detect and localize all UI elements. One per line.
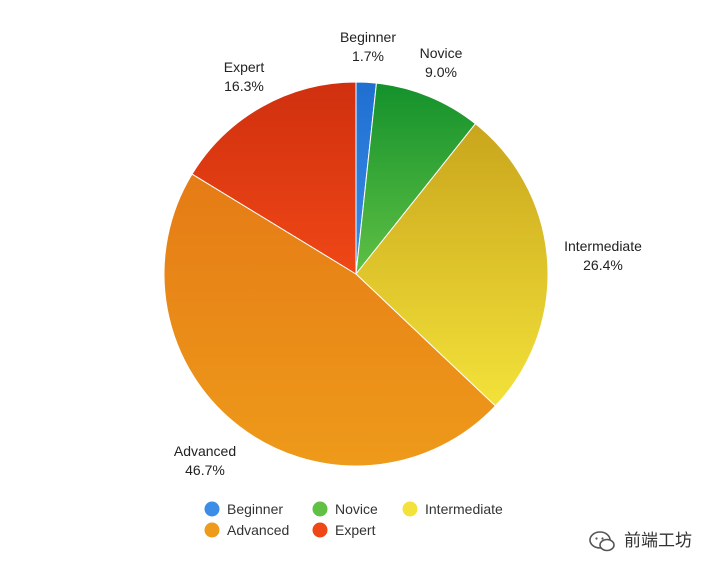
slice-value-intermediate: 26.4% xyxy=(583,257,623,273)
legend-marker-intermediate xyxy=(402,501,418,517)
slice-value-advanced: 46.7% xyxy=(185,462,225,478)
slice-label-expert: Expert xyxy=(224,59,265,75)
pie-slice-advanced xyxy=(163,173,497,467)
legend: Beginner Novice Intermediate Advanced Expert xyxy=(204,501,503,538)
legend-label-intermediate: Intermediate xyxy=(425,501,503,517)
legend-label-beginner: Beginner xyxy=(227,501,283,517)
pie-slices xyxy=(163,81,549,467)
slice-label-intermediate: Intermediate xyxy=(564,238,642,254)
pie-slice-novice xyxy=(355,82,477,276)
pie-slice-intermediate xyxy=(355,122,549,407)
slice-label-advanced: Advanced xyxy=(174,443,236,459)
pie-slice-expert xyxy=(191,81,357,275)
legend-label-expert: Expert xyxy=(335,522,376,538)
legend-marker-beginner xyxy=(204,501,220,517)
slice-label-novice: Novice xyxy=(420,45,463,61)
wechat-icon xyxy=(589,531,615,552)
slice-label-beginner: Beginner xyxy=(340,29,396,45)
slice-value-novice: 9.0% xyxy=(425,64,457,80)
watermark-text: 前端工坊 xyxy=(624,531,692,550)
slice-value-expert: 16.3% xyxy=(224,78,264,94)
slice-labels: Beginner 1.7% Novice 9.0% Intermediate 26.4% A… xyxy=(174,29,642,478)
legend-label-novice: Novice xyxy=(335,501,378,517)
watermark: 前端工坊 xyxy=(589,531,692,552)
legend-marker-advanced xyxy=(204,522,220,538)
slice-value-beginner: 1.7% xyxy=(352,48,384,64)
legend-label-advanced: Advanced xyxy=(227,522,289,538)
legend-marker-expert xyxy=(312,522,328,538)
legend-marker-novice xyxy=(312,501,328,517)
